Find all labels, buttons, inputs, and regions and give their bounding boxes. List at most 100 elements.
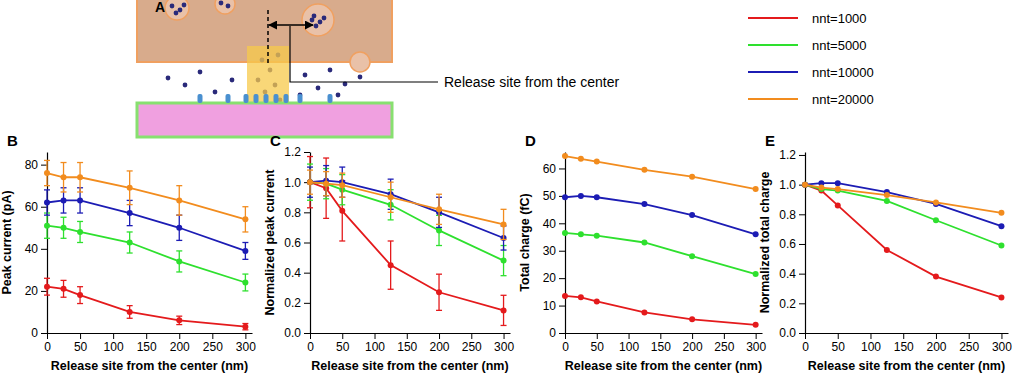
transmitter [178, 8, 183, 13]
error-bar-cap [339, 166, 345, 167]
x-axis: 050100150200250300 [307, 333, 514, 354]
x-tick-mark [439, 333, 440, 339]
vesicle [165, 0, 189, 20]
x-tick-mark [179, 333, 180, 339]
transmitter [310, 18, 315, 23]
series-line [565, 196, 756, 234]
error-bar-cap [501, 275, 507, 276]
series-marker [307, 179, 313, 185]
x-tick: 100 [861, 333, 881, 354]
receptor [298, 94, 303, 103]
error-bar-cap [436, 194, 442, 195]
legend-swatch [748, 98, 798, 100]
x-axis-line [48, 333, 253, 334]
series-marker [753, 322, 759, 328]
x-tick-label: 100 [861, 340, 881, 354]
y-tick: 20 [543, 271, 565, 285]
y-tick-label: 0.4 [779, 267, 796, 281]
error-bar-cap [307, 169, 313, 170]
x-tick: 150 [397, 333, 417, 354]
x-tick-mark [756, 333, 757, 339]
x-axis-title: Release site from the center (nm) [565, 359, 762, 373]
x-tick: 200 [430, 333, 450, 354]
transmitter [198, 70, 203, 75]
error-bar [436, 274, 442, 310]
x-tick-label: 200 [926, 340, 946, 354]
error-bar-stem [342, 167, 343, 197]
error-bar-cap [44, 214, 50, 215]
x-tick-label: 150 [894, 340, 914, 354]
y-tick-mark [559, 251, 565, 252]
y-tick-label: 60 [25, 200, 39, 214]
transmitter [328, 68, 333, 73]
error-bar-cap [339, 197, 345, 198]
error-bar-cap [44, 185, 50, 186]
receptor [226, 94, 231, 103]
x-tick-mark [80, 333, 81, 339]
x-tick-mark [245, 333, 246, 339]
x-tick-label: 250 [462, 340, 482, 354]
x-tick-label: 300 [236, 340, 256, 354]
error-bar-cap [77, 303, 83, 304]
y-tick: 40 [25, 242, 47, 256]
x-tick-label: 200 [170, 340, 190, 354]
y-tick-mark [799, 303, 805, 304]
x-tick-mark [597, 333, 598, 339]
x-tick-mark [838, 333, 839, 339]
series-marker [689, 212, 695, 218]
x-tick-mark [310, 333, 311, 339]
error-bar-cap [176, 250, 182, 251]
series-marker [802, 182, 808, 188]
x-tick-mark [969, 333, 970, 339]
x-tick-mark [407, 333, 408, 339]
error-bar-cap [501, 325, 507, 326]
x-tick-label: 150 [137, 340, 157, 354]
y-axis: 0.00.20.40.60.81.01.2 [779, 148, 805, 340]
y-tick: 0.2 [779, 297, 805, 311]
error-bar [323, 158, 329, 218]
y-axis-line [565, 153, 566, 334]
y-tick-mark [41, 333, 47, 334]
error-bar [501, 295, 507, 325]
series-marker [933, 217, 939, 223]
x-tick-label: 50 [74, 340, 88, 354]
series-line [565, 156, 756, 189]
transmitter [166, 76, 171, 81]
x-tick-mark [1001, 333, 1002, 339]
error-bar-cap [127, 305, 133, 306]
y-tick: 20 [25, 284, 47, 298]
x-tick-mark [212, 333, 213, 339]
error-bar [388, 182, 394, 212]
error-bar-cap [307, 207, 313, 208]
receptor [274, 94, 279, 103]
legend-swatch [748, 44, 798, 46]
y-tick: 0.4 [779, 267, 805, 281]
panel-label: A [155, 0, 165, 15]
chart-panel: 0501001502002503000.00.20.40.60.81.01.2R… [758, 132, 1012, 373]
x-tick: 300 [494, 333, 514, 354]
error-bar [501, 246, 507, 276]
error-bar-cap [44, 294, 50, 295]
x-tick-label: 300 [746, 340, 766, 354]
y-tick-label: 80 [25, 158, 39, 172]
series-line [310, 182, 504, 224]
series-marker [562, 153, 568, 159]
x-tick-label: 150 [397, 340, 417, 354]
error-bar-cap [77, 191, 83, 192]
error-bar-cap [242, 259, 248, 260]
x-tick: 200 [683, 333, 703, 354]
panel-label: D [525, 132, 536, 149]
y-tick: 50 [543, 189, 565, 203]
x-axis-line [806, 333, 1009, 334]
error-bar [176, 316, 182, 324]
error-bar-cap [388, 219, 394, 220]
y-tick-mark [41, 249, 47, 250]
x-tick: 50 [74, 333, 88, 354]
series-marker [242, 279, 248, 285]
y-tick-label: 40 [543, 217, 557, 231]
error-bar-cap [436, 245, 442, 246]
x-tick-mark [629, 333, 630, 339]
series-marker [323, 181, 329, 187]
error-bar-cap [176, 324, 182, 325]
x-tick-label: 50 [336, 340, 350, 354]
